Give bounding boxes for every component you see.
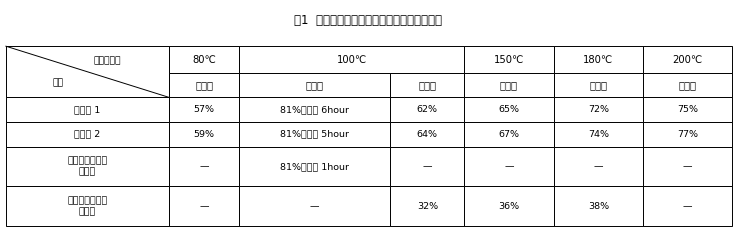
Text: 实施例 1: 实施例 1 — [74, 105, 101, 114]
Text: —: — — [199, 162, 209, 171]
Bar — [169, 46, 239, 73]
Bar — [239, 46, 464, 73]
Bar — [464, 122, 553, 146]
Text: 脱硫率: 脱硫率 — [195, 80, 213, 90]
Bar — [391, 122, 464, 146]
Bar — [391, 97, 464, 122]
Text: 脱硝率: 脱硝率 — [418, 80, 436, 90]
Text: 57%: 57% — [194, 105, 214, 114]
Text: 表1  本发明低温脱硫脱硝剂的脱硫、脱硝效率: 表1 本发明低温脱硫脱硝剂的脱硫、脱硝效率 — [294, 14, 442, 27]
Text: 产品: 产品 — [52, 79, 63, 88]
Bar — [464, 73, 553, 97]
Text: 74%: 74% — [588, 130, 609, 139]
Text: —: — — [422, 162, 432, 171]
Text: —: — — [593, 162, 603, 171]
Bar — [239, 186, 391, 226]
Bar — [6, 186, 169, 226]
Text: 77%: 77% — [677, 130, 698, 139]
Bar — [169, 73, 239, 97]
Text: 实施例 2: 实施例 2 — [74, 130, 101, 139]
Text: —: — — [504, 162, 514, 171]
Text: 81%以上约 5hour: 81%以上约 5hour — [280, 130, 349, 139]
Text: 36%: 36% — [498, 202, 520, 211]
Text: —: — — [683, 162, 693, 171]
Text: 脱硝率: 脱硝率 — [590, 80, 607, 90]
Bar — [643, 46, 732, 73]
Bar — [464, 97, 553, 122]
Text: 38%: 38% — [588, 202, 609, 211]
Bar — [553, 73, 643, 97]
Text: —: — — [199, 202, 209, 211]
Bar — [553, 46, 643, 73]
Bar — [239, 73, 391, 97]
Bar — [239, 122, 391, 146]
Text: 80℃: 80℃ — [192, 55, 216, 64]
Text: 脱硝率: 脱硝率 — [500, 80, 518, 90]
Bar — [6, 46, 169, 97]
Text: 32%: 32% — [417, 202, 438, 211]
Bar — [391, 73, 464, 97]
Text: 72%: 72% — [588, 105, 609, 114]
Bar — [6, 146, 169, 186]
Text: 62%: 62% — [417, 105, 438, 114]
Bar — [391, 186, 464, 226]
Text: 太原新华活性炭
脱硝剂: 太原新华活性炭 脱硝剂 — [67, 196, 107, 216]
Bar — [169, 97, 239, 122]
Bar — [553, 97, 643, 122]
Bar — [169, 122, 239, 146]
Bar — [464, 46, 553, 73]
Bar — [643, 122, 732, 146]
Text: 脱硝率: 脱硝率 — [679, 80, 697, 90]
Bar — [553, 146, 643, 186]
Bar — [643, 146, 732, 186]
Bar — [391, 146, 464, 186]
Text: 200℃: 200℃ — [673, 55, 703, 64]
Text: 固定床温度: 固定床温度 — [93, 56, 121, 65]
Text: 太原新华活性炭
脱硫剂: 太原新华活性炭 脱硫剂 — [67, 156, 107, 176]
Text: 81%以上约 1hour: 81%以上约 1hour — [280, 162, 349, 171]
Text: 81%以上约 6hour: 81%以上约 6hour — [280, 105, 349, 114]
Text: 75%: 75% — [677, 105, 698, 114]
Bar — [239, 146, 391, 186]
Text: 150℃: 150℃ — [494, 55, 524, 64]
Bar — [169, 186, 239, 226]
Bar — [643, 97, 732, 122]
Text: 180℃: 180℃ — [583, 55, 613, 64]
Text: 64%: 64% — [417, 130, 438, 139]
Text: 100℃: 100℃ — [336, 55, 367, 64]
Bar — [553, 122, 643, 146]
Bar — [169, 146, 239, 186]
Text: 65%: 65% — [498, 105, 520, 114]
Bar — [239, 97, 391, 122]
Text: 脱硫率: 脱硫率 — [305, 80, 324, 90]
Bar — [643, 73, 732, 97]
Bar — [6, 122, 169, 146]
Bar — [6, 97, 169, 122]
Bar — [464, 186, 553, 226]
Bar — [553, 186, 643, 226]
Text: —: — — [310, 202, 319, 211]
Bar — [464, 146, 553, 186]
Text: —: — — [683, 202, 693, 211]
Text: 67%: 67% — [498, 130, 520, 139]
Text: 59%: 59% — [194, 130, 214, 139]
Bar — [643, 186, 732, 226]
